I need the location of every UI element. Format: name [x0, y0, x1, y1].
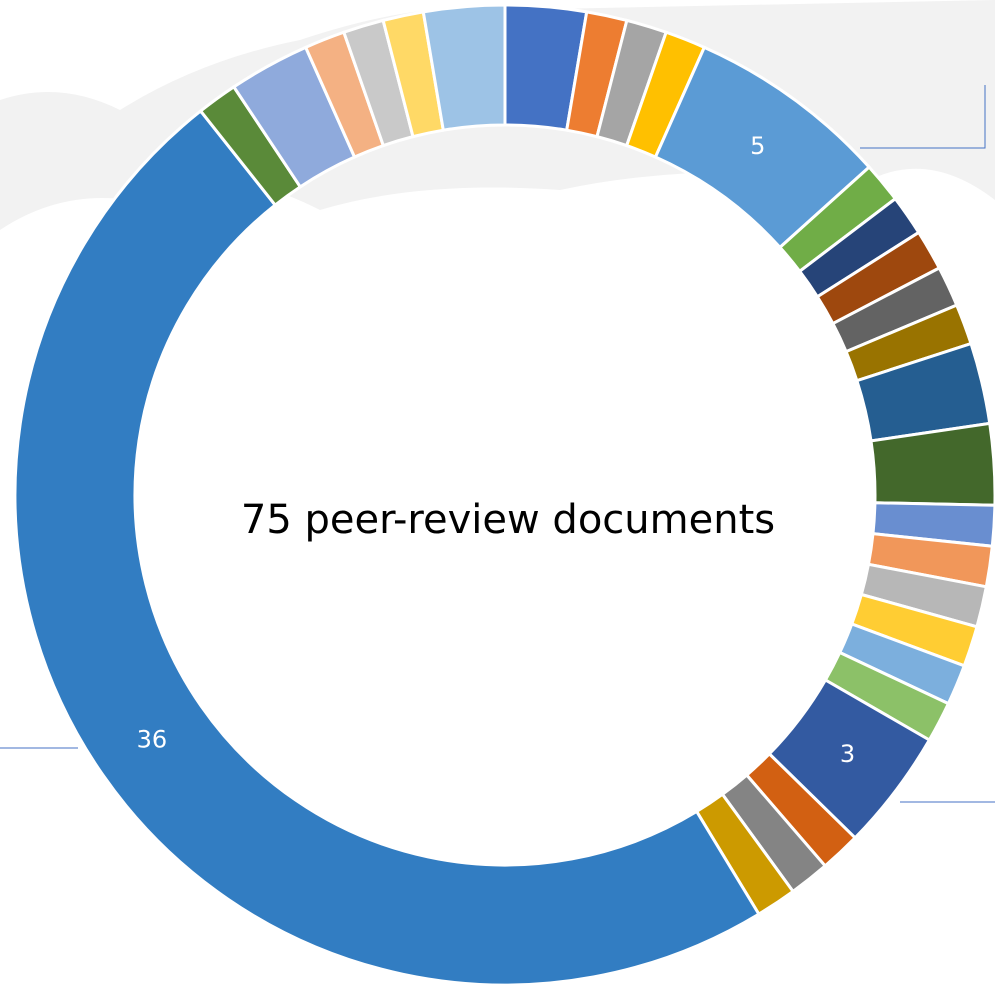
donut	[13, 3, 995, 987]
segment	[13, 108, 761, 987]
leader-line	[860, 85, 986, 149]
data-label: 5	[750, 132, 765, 160]
data-label: 3	[840, 740, 855, 768]
segment	[421, 3, 507, 132]
center-title: 75 peer-review documents	[241, 497, 775, 543]
data-label: 36	[137, 725, 168, 753]
